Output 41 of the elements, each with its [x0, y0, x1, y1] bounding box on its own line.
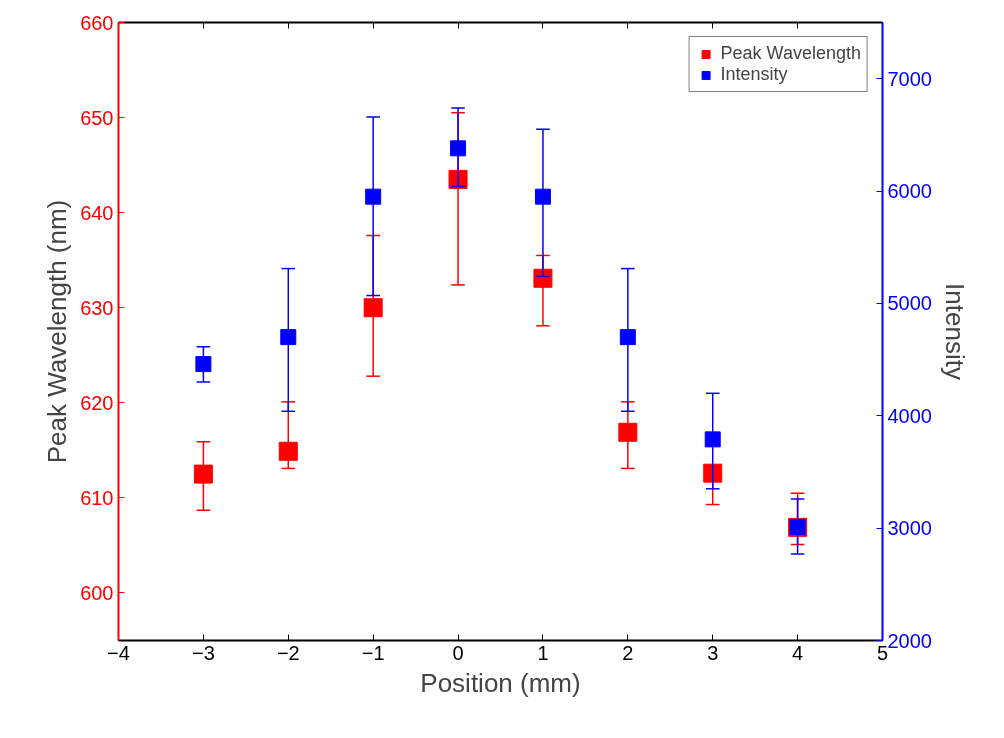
x-axis-title: Position (mm)	[420, 667, 581, 698]
point	[703, 463, 723, 483]
point	[278, 441, 298, 461]
y-tick-label: 630	[80, 296, 114, 319]
legend-label: Peak Wavelength	[720, 43, 861, 64]
legend-label: Intensity	[720, 64, 788, 85]
point	[704, 431, 721, 448]
x-tick-label: 5	[876, 641, 889, 664]
x-tick-label: 0	[452, 641, 464, 664]
x-tick-label: −4	[107, 641, 130, 664]
point	[280, 329, 297, 346]
y-tick-label: 640	[80, 201, 114, 224]
x-tick-label: 1	[537, 641, 549, 664]
point	[193, 464, 213, 484]
point	[363, 298, 383, 318]
y-tick-label: 600	[80, 581, 114, 604]
y2-tick-label: 5000	[887, 292, 932, 315]
x-tick-label: 3	[707, 641, 719, 664]
y2-tick-label: 4000	[887, 404, 932, 427]
x-tick-label: 2	[622, 641, 634, 664]
x-tick-label: −2	[276, 641, 300, 664]
y-tick-label: 610	[80, 486, 114, 509]
y2-tick-label: 7000	[887, 67, 932, 90]
point	[365, 188, 382, 205]
x-tick-label: 4	[792, 641, 804, 664]
x-tick-label: −1	[361, 641, 385, 664]
y2-tick-label: 3000	[887, 517, 932, 540]
point	[619, 329, 636, 346]
y-tick-label: 660	[80, 11, 114, 34]
y2-tick-label: 2000	[887, 629, 932, 652]
point	[450, 140, 467, 157]
point	[195, 356, 212, 373]
x-tick-label: −3	[191, 641, 215, 664]
point	[534, 188, 551, 205]
y-tick-label: 650	[80, 106, 114, 129]
point	[618, 422, 638, 442]
y-axis-title: Peak Wavelength (nm)	[42, 199, 73, 464]
y-tick-label: 620	[80, 391, 114, 414]
y2-axis-title: Intensity	[939, 283, 970, 380]
point	[533, 268, 553, 288]
y2-tick-label: 6000	[887, 180, 932, 203]
